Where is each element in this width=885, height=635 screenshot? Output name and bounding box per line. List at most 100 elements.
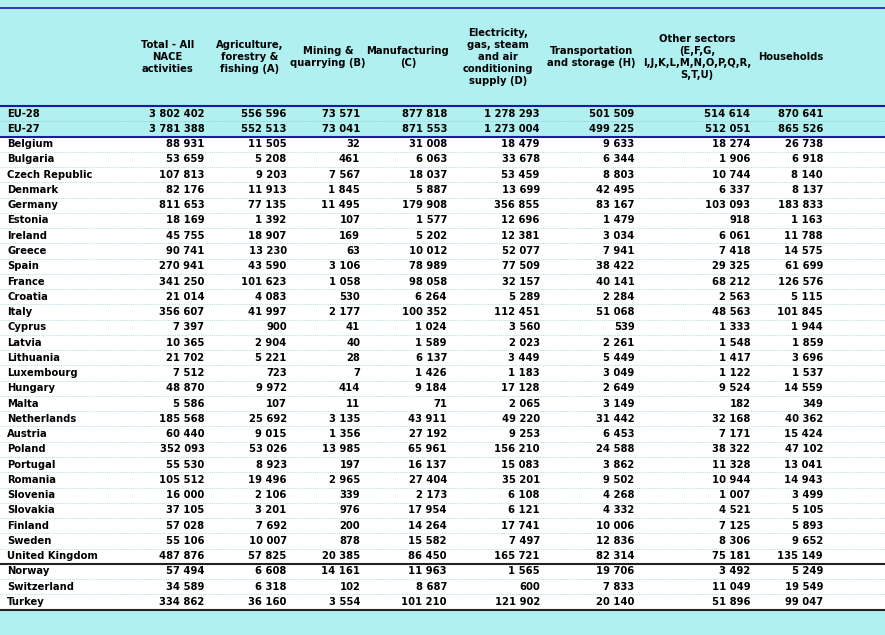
Text: 11 049: 11 049 [712, 582, 750, 592]
Text: 6 121: 6 121 [508, 505, 540, 516]
Text: 24 588: 24 588 [596, 444, 635, 455]
Text: 18 169: 18 169 [165, 215, 204, 225]
Text: 57 825: 57 825 [249, 551, 287, 561]
Text: 57 028: 57 028 [166, 521, 204, 531]
Text: 86 450: 86 450 [408, 551, 447, 561]
Text: 8 923: 8 923 [256, 460, 287, 470]
Text: 2 563: 2 563 [720, 292, 750, 302]
Text: 1 589: 1 589 [415, 338, 447, 347]
Text: 356 855: 356 855 [495, 200, 540, 210]
Text: 53 026: 53 026 [249, 444, 287, 455]
Text: Switzerland: Switzerland [7, 582, 74, 592]
Text: 17 128: 17 128 [501, 384, 540, 393]
Text: 19 496: 19 496 [248, 475, 287, 485]
Bar [0, 182, 885, 197]
Text: 200: 200 [340, 521, 360, 531]
Text: 41 997: 41 997 [249, 307, 287, 317]
Text: 77 509: 77 509 [502, 261, 540, 271]
Text: 11 495: 11 495 [321, 200, 360, 210]
Text: 88 931: 88 931 [166, 139, 204, 149]
Text: 49 220: 49 220 [502, 414, 540, 424]
Text: 197: 197 [339, 460, 360, 470]
Text: 78 989: 78 989 [409, 261, 447, 271]
Text: 871 553: 871 553 [402, 124, 447, 134]
Text: 10 012: 10 012 [409, 246, 447, 256]
Text: 27 192: 27 192 [409, 429, 447, 439]
Text: 461: 461 [339, 154, 360, 164]
Text: 1 479: 1 479 [603, 215, 635, 225]
Text: 5 586: 5 586 [173, 399, 204, 408]
Text: 6 061: 6 061 [719, 231, 750, 241]
Bar [0, 289, 885, 304]
Text: 539: 539 [614, 323, 635, 332]
Text: Norway: Norway [7, 566, 50, 577]
Text: 1 845: 1 845 [328, 185, 360, 195]
Text: 1 058: 1 058 [328, 276, 360, 286]
Text: 6 337: 6 337 [720, 185, 750, 195]
Text: 9 652: 9 652 [792, 536, 823, 546]
Text: 103 093: 103 093 [705, 200, 750, 210]
Text: 6 264: 6 264 [415, 292, 447, 302]
Text: 1 565: 1 565 [508, 566, 540, 577]
Bar [0, 442, 885, 457]
Text: 14 575: 14 575 [784, 246, 823, 256]
Text: Manufacturing
(C): Manufacturing (C) [366, 46, 450, 68]
Text: 107: 107 [339, 215, 360, 225]
Text: 55 530: 55 530 [166, 460, 204, 470]
Text: 5 249: 5 249 [792, 566, 823, 577]
Text: 514 614: 514 614 [704, 109, 750, 119]
Text: 10 006: 10 006 [596, 521, 635, 531]
Text: 3 449: 3 449 [508, 353, 540, 363]
Bar [0, 472, 885, 488]
Text: 6 108: 6 108 [508, 490, 540, 500]
Text: 11 505: 11 505 [248, 139, 287, 149]
Text: 17 954: 17 954 [408, 505, 447, 516]
Text: 11 328: 11 328 [712, 460, 750, 470]
Text: 18 037: 18 037 [409, 170, 447, 180]
Text: 25 692: 25 692 [249, 414, 287, 424]
Text: 48 563: 48 563 [712, 307, 750, 317]
Text: 5 221: 5 221 [256, 353, 287, 363]
Bar [0, 579, 885, 594]
Text: 12 836: 12 836 [596, 536, 635, 546]
Text: 14 264: 14 264 [408, 521, 447, 531]
Bar [0, 594, 885, 610]
Text: 105 512: 105 512 [159, 475, 204, 485]
Text: 865 526: 865 526 [778, 124, 823, 134]
Text: 356 607: 356 607 [159, 307, 204, 317]
Text: Netherlands: Netherlands [7, 414, 76, 424]
Text: Turkey: Turkey [7, 597, 45, 607]
Text: 530: 530 [340, 292, 360, 302]
Text: 5 105: 5 105 [791, 505, 823, 516]
Text: 6 063: 6 063 [416, 154, 447, 164]
Text: Electricity,
gas, steam
and air
conditioning
supply (D): Electricity, gas, steam and air conditio… [463, 28, 533, 86]
Bar [0, 319, 885, 335]
Bar [0, 396, 885, 411]
Text: 182: 182 [729, 399, 750, 408]
Text: 1 273 004: 1 273 004 [484, 124, 540, 134]
Bar [0, 243, 885, 258]
Text: 14 161: 14 161 [321, 566, 360, 577]
Text: 73 571: 73 571 [322, 109, 360, 119]
Text: 21 014: 21 014 [165, 292, 204, 302]
Text: 45 755: 45 755 [165, 231, 204, 241]
Text: 2 649: 2 649 [604, 384, 635, 393]
Text: 512 051: 512 051 [705, 124, 750, 134]
Text: 8 137: 8 137 [792, 185, 823, 195]
Text: 1 859: 1 859 [791, 338, 823, 347]
Text: 9 502: 9 502 [604, 475, 635, 485]
Text: 20 140: 20 140 [596, 597, 635, 607]
Text: 35 201: 35 201 [502, 475, 540, 485]
Text: 75 181: 75 181 [712, 551, 750, 561]
Bar [0, 167, 885, 182]
Text: Bulgaria: Bulgaria [7, 154, 55, 164]
Text: 126 576: 126 576 [778, 276, 823, 286]
Text: 6 453: 6 453 [603, 429, 635, 439]
Text: 14 943: 14 943 [784, 475, 823, 485]
Text: 1 122: 1 122 [719, 368, 750, 378]
Text: 349: 349 [802, 399, 823, 408]
Text: Croatia: Croatia [7, 292, 48, 302]
Text: 47 102: 47 102 [785, 444, 823, 455]
Text: 7 941: 7 941 [603, 246, 635, 256]
Bar [0, 488, 885, 503]
